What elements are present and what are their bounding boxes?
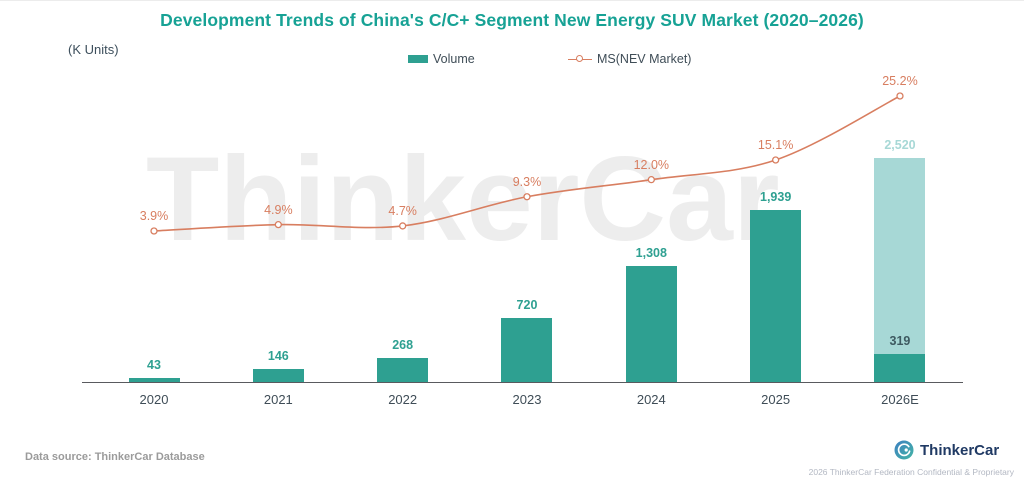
x-tick-label-2026E: 2026E bbox=[881, 392, 919, 407]
x-tick-label-2023: 2023 bbox=[512, 392, 542, 407]
bar-value-label: 268 bbox=[392, 338, 414, 352]
bar-2025 bbox=[750, 210, 802, 382]
x-tick-label-2025: 2025 bbox=[761, 392, 791, 407]
bar-value-label: 2,520 bbox=[884, 138, 916, 152]
bar-2024 bbox=[625, 266, 677, 382]
bar-2022 bbox=[377, 358, 429, 382]
bar-value-label: 43 bbox=[147, 358, 161, 372]
y-axis-unit-label: (K Units) bbox=[68, 42, 119, 57]
line-point-label: 25.2% bbox=[882, 74, 918, 88]
line-point-label: 3.9% bbox=[139, 208, 169, 223]
data-source-note: Data source: ThinkerCar Database bbox=[25, 451, 205, 463]
legend-item-ms: MS(NEV Market) bbox=[568, 51, 691, 67]
bar-2026E-achieved-segment bbox=[874, 354, 926, 382]
x-tick-label-2022: 2022 bbox=[388, 392, 418, 407]
chart-title: Development Trends of China's C/C+ Segme… bbox=[160, 10, 864, 30]
legend-item-volume: Volume bbox=[408, 51, 475, 67]
bar-2026E bbox=[874, 158, 926, 382]
thinkercar-logo-icon bbox=[894, 440, 914, 460]
confidential-note: 2026 ThinkerCar Federation Confidential … bbox=[808, 467, 1014, 477]
legend-ms-label: MS(NEV Market) bbox=[597, 52, 692, 66]
bar-segment-value-label: 319 bbox=[889, 334, 911, 348]
volume-swatch-icon bbox=[408, 55, 428, 63]
line-point-label: 15.1% bbox=[757, 138, 794, 152]
line-point-label: 4.9% bbox=[264, 202, 293, 217]
x-tick-label-2024: 2024 bbox=[636, 392, 666, 407]
line-point-label: 12.0% bbox=[633, 157, 670, 172]
ms-line-swatch-icon bbox=[568, 55, 592, 62]
bar-2021 bbox=[252, 369, 304, 382]
brand-logo: ThinkerCar bbox=[893, 439, 999, 461]
x-tick-label-2020: 2020 bbox=[139, 392, 169, 407]
bar-value-label: 1,939 bbox=[760, 190, 792, 204]
bar-value-label: 146 bbox=[267, 349, 289, 363]
line-point-label: 4.7% bbox=[388, 203, 417, 218]
bar-2020 bbox=[128, 378, 180, 382]
line-point-label: 9.3% bbox=[512, 174, 542, 189]
legend-volume-label: Volume bbox=[433, 52, 475, 66]
bar-2023 bbox=[501, 318, 553, 382]
brand-name: ThinkerCar bbox=[920, 441, 1000, 459]
x-tick-label-2021: 2021 bbox=[263, 392, 293, 407]
bar-value-label: 1,308 bbox=[635, 246, 667, 260]
bar-value-label: 720 bbox=[516, 298, 538, 312]
x-axis-line bbox=[82, 382, 963, 383]
ms-line-marker bbox=[896, 92, 904, 100]
